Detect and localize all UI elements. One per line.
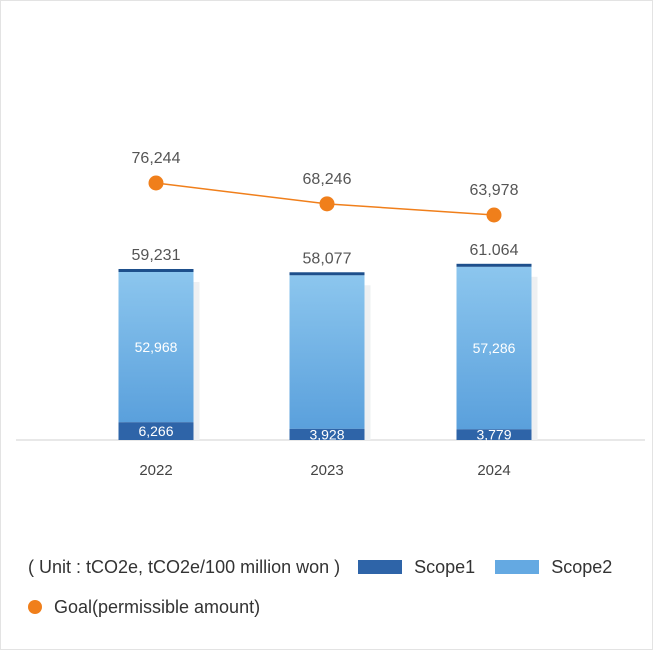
legend-scope2-swatch [495,560,540,574]
bar-cap-2023 [289,272,365,276]
scope1-label-2022: 6,266 [138,423,173,439]
total-label-2023: 58,077 [303,250,352,267]
legend: ( Unit : tCO2e, tCO2e/100 million won ) … [28,552,648,622]
legend-scope1: Scope1 [358,557,475,578]
scope2-label-2024: 57,286 [473,340,516,356]
goal-point-2023 [319,196,335,212]
scope1-label-2023: 3,928 [309,426,344,442]
x-tick-2023: 2023 [310,462,343,479]
bar-scope2-2022 [118,271,194,423]
legend-goal: Goal(permissible amount) [28,597,260,618]
legend-row-2: Goal(permissible amount) [28,592,648,622]
scope2-label-2022: 52,968 [135,339,178,355]
scope1-label-2024: 3,779 [476,427,511,443]
bar-chart: 59,231 52,968 6,266 2022 58,077 3,928 2023 61.0… [16,150,645,479]
legend-scope1-label: Scope1 [414,556,476,577]
legend-goal-label: Goal(permissible amount) [54,596,261,617]
legend-scope2: Scope2 [495,557,612,578]
legend-goal-dot [28,600,42,614]
bar-scope2-2024 [456,266,532,430]
goal-point-2022 [148,175,164,191]
goal-point-2024 [486,207,502,223]
bar-scope1-2023 [289,428,365,440]
legend-scope1-swatch [358,560,403,574]
bar-scope1-2022 [118,422,194,440]
total-label-2022: 59,231 [132,247,181,264]
goal-label-2023: 68,246 [303,171,352,188]
bar-scope2-2023 [289,275,365,429]
bar-cap-2022 [118,268,194,272]
unit-label: ( Unit : tCO2e, tCO2e/100 million won ) [28,556,341,577]
x-tick-2022: 2022 [139,462,172,479]
legend-row-1: ( Unit : tCO2e, tCO2e/100 million won ) … [28,552,648,582]
bar-scope1-2024 [456,429,532,440]
goal-label-2024: 63,978 [470,182,519,199]
bar-cap-2024 [456,263,532,267]
x-tick-2024: 2024 [477,462,510,479]
total-label-2024: 61.064 [470,242,519,259]
legend-scope2-label: Scope2 [551,556,613,577]
goal-label-2022: 76,244 [132,150,181,167]
